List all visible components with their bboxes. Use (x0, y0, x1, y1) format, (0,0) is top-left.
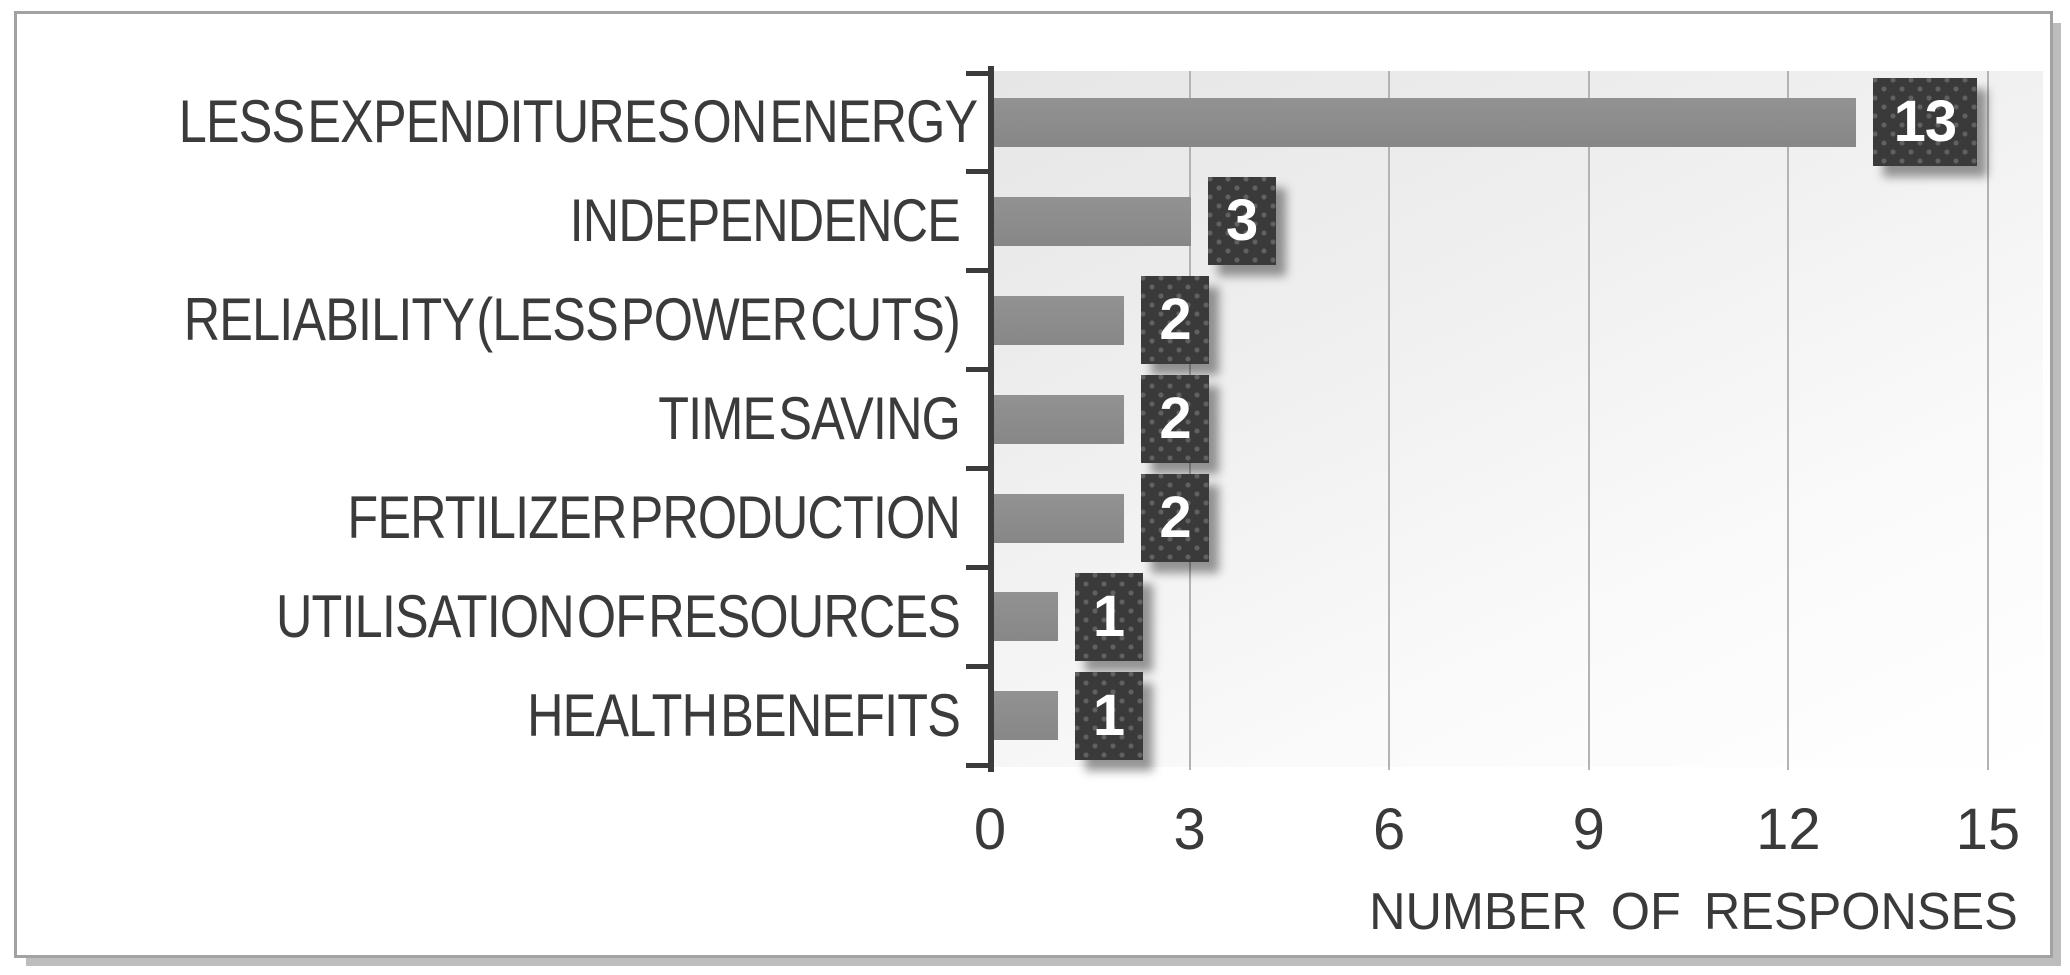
bar-value-label: 1 (1074, 671, 1143, 760)
bar-value-label: 2 (1141, 474, 1210, 563)
bar (991, 295, 1125, 345)
axis-tick (966, 367, 990, 373)
bar (991, 493, 1125, 543)
gridline (1388, 71, 1391, 770)
axis-tick (966, 268, 990, 274)
x-axis-title: NUMBER OF RESPONSES (1369, 883, 2018, 941)
bar (991, 394, 1125, 444)
bar-value-label: 3 (1207, 177, 1276, 266)
bar-value-label: 1 (1074, 572, 1143, 661)
axis-tick (966, 169, 990, 175)
bar (991, 97, 1856, 147)
category-label: FERTILIZER PRODUCTION (347, 484, 960, 552)
x-tick-label: 0 (973, 797, 1007, 862)
bar (991, 196, 1191, 246)
y-axis-line (988, 66, 994, 772)
category-label: HEALTH BENEFITS (527, 681, 961, 749)
axis-tick (966, 466, 990, 472)
category-label: UTILISATION OF RESOURCES (275, 582, 961, 650)
gridline (1587, 71, 1590, 770)
x-tick-label: 9 (1572, 797, 1605, 862)
x-tick-label: 12 (1756, 797, 1821, 862)
bar (991, 592, 1058, 642)
axis-tick (966, 70, 990, 76)
x-tick-label: 3 (1173, 797, 1206, 862)
category-label: TIME SAVING (658, 385, 961, 453)
category-label: INDEPENDENCE (569, 187, 961, 255)
gridline (1787, 71, 1790, 770)
axis-tick (966, 762, 990, 768)
category-label: LESS EXPENDITURES ON ENERGY (178, 88, 978, 156)
axis-tick (966, 565, 990, 570)
axis-tick (966, 663, 990, 669)
bar-value-label: 2 (1141, 276, 1210, 365)
bar-value-label: 13 (1872, 78, 1977, 167)
gridline (1986, 71, 1989, 770)
x-tick-label: 15 (1955, 797, 2021, 862)
bar-value-label: 2 (1141, 375, 1210, 464)
bar (991, 691, 1058, 741)
x-tick-label: 6 (1373, 797, 1406, 862)
category-label: RELIABILITY (LESS POWER CUTS) (183, 286, 961, 354)
